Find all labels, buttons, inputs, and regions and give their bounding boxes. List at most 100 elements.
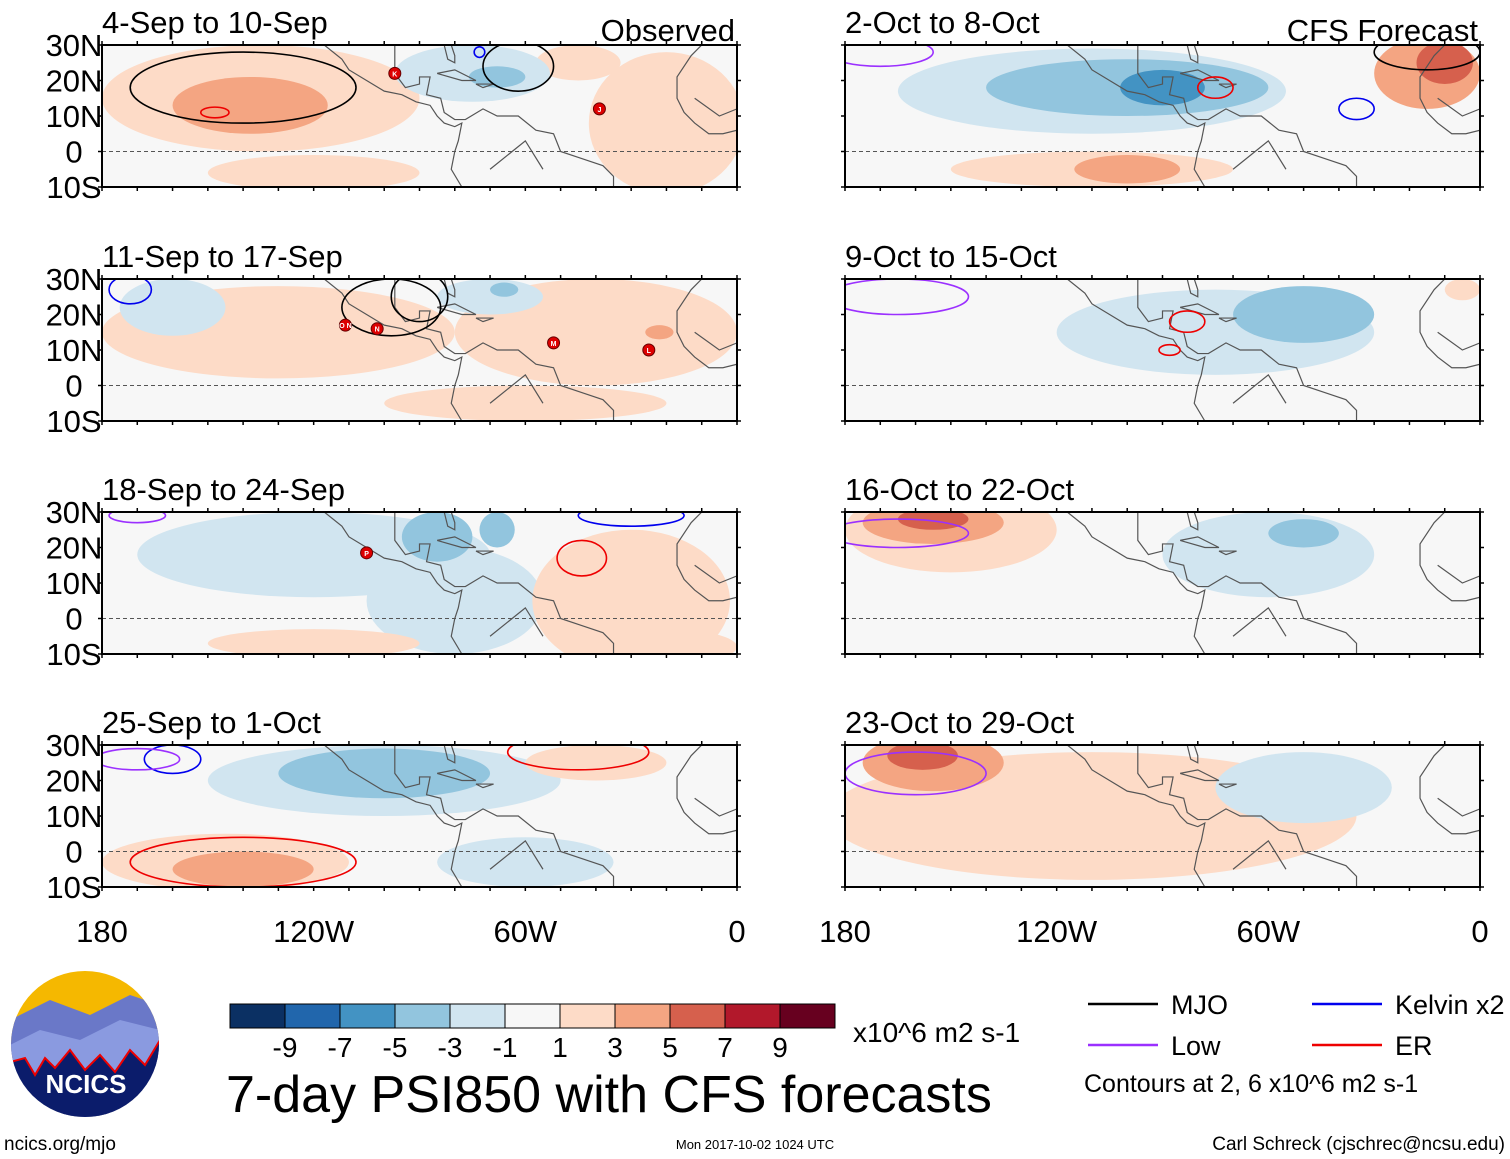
contour-mjo [390, 279, 449, 323]
contour-mjo [129, 51, 357, 124]
coastline [1218, 317, 1237, 323]
coastline [1419, 45, 1480, 135]
tropical-cyclone-icon: J [592, 102, 606, 116]
panel-content [845, 512, 1480, 654]
anomaly-shading [532, 529, 730, 654]
colorbar-label: 1 [552, 1032, 568, 1063]
cyclone-symbol [338, 318, 352, 332]
coastline [489, 606, 544, 637]
anomaly-shading [588, 52, 737, 187]
coastline [1066, 45, 1206, 187]
storm-name: J [597, 107, 601, 114]
storm-name: N [375, 327, 380, 334]
y-tick-label: 0 [65, 135, 82, 170]
coastline [489, 373, 544, 404]
contour-low [845, 518, 970, 549]
colorbar-label: 7 [717, 1032, 733, 1063]
contour-er [199, 106, 230, 119]
panel-content [102, 745, 737, 887]
coastline [1137, 745, 1358, 887]
coastline [394, 512, 615, 654]
y-tick-label: 10N [46, 566, 103, 601]
coastline [323, 512, 463, 654]
colorbar-label: 5 [662, 1032, 678, 1063]
anomaly-shading [1120, 69, 1205, 106]
legend-label: MJO [1171, 990, 1228, 1020]
colorbar-swatch [614, 1003, 671, 1029]
panel-content: P [102, 512, 737, 654]
storm-name: O N [339, 323, 351, 330]
contour-kelvin [1338, 97, 1375, 121]
storm-name: K [392, 71, 397, 78]
coastline [323, 279, 463, 421]
y-tick-label: 0 [65, 835, 82, 870]
storm-name: M [551, 341, 557, 348]
panel-title: 2-Oct to 8-Oct [845, 5, 1040, 40]
colorbar-swatch [339, 1003, 396, 1029]
coastline [394, 45, 615, 187]
panel-content: KJ [102, 45, 737, 187]
contour-kelvin [108, 279, 153, 305]
coastline [694, 331, 737, 351]
footer-url: ncics.org/mjo [4, 1134, 116, 1155]
coastline [1186, 745, 1199, 764]
y-tick-label: 20N [46, 64, 103, 99]
coastline [1437, 564, 1480, 584]
coastline [676, 45, 737, 135]
colorbar-swatch [284, 1003, 341, 1029]
panel-content: O N N M L [102, 279, 737, 421]
colorbar-label: -3 [438, 1032, 463, 1063]
coastline [1179, 769, 1220, 782]
anomaly-shading [645, 325, 674, 340]
x-tick-label: 180 [819, 914, 871, 949]
contour-mjo [482, 45, 555, 92]
coastline [323, 45, 463, 187]
panel-title: 18-Sep to 24-Sep [102, 472, 345, 507]
cyclone-symbol [642, 343, 656, 357]
cyclone-symbol [592, 102, 606, 116]
coastline [436, 536, 477, 549]
coastline [1179, 69, 1220, 82]
panel-content [845, 45, 1480, 187]
logo-art [11, 971, 159, 1117]
y-tick-label: 30N [46, 728, 103, 763]
panel-title: 23-Oct to 29-Oct [845, 705, 1075, 740]
coastline [475, 550, 494, 556]
coastline [694, 564, 737, 584]
tropical-cyclone-icon: P [360, 546, 374, 560]
contour-mjo [1373, 45, 1480, 71]
tropical-cyclone-icon: M [547, 336, 561, 350]
y-tick-label: 10N [46, 99, 103, 134]
anomaly-shading [595, 629, 737, 654]
coastline [436, 69, 477, 82]
storm-name: P [364, 551, 369, 558]
coastline [1066, 745, 1206, 887]
coastline [1232, 606, 1287, 637]
colorbar-swatch [559, 1003, 616, 1029]
coastline [1137, 279, 1358, 421]
contour-er [1158, 343, 1181, 357]
contour-note: Contours at 2, 6 x10^6 m2 s-1 [1084, 1070, 1418, 1098]
map-panel-5: 2-Oct to 8-Oct CFS Forecast [841, 5, 1484, 191]
panel-title: 11-Sep to 17-Sep [102, 239, 343, 274]
coastline [1437, 97, 1480, 117]
contour-er [506, 745, 650, 771]
panel-title: 9-Oct to 15-Oct [845, 239, 1057, 274]
colorbar-swatch [724, 1003, 781, 1029]
y-tick-label: 0 [65, 369, 82, 404]
coastline [1137, 45, 1358, 187]
x-tick-label: 0 [1471, 914, 1488, 949]
cyclone-symbol [547, 336, 561, 350]
anomaly-shading [384, 385, 667, 421]
y-tick-label: 10S [46, 870, 101, 905]
colorbar-label: -9 [273, 1032, 298, 1063]
anomaly-shading [1416, 45, 1473, 85]
map-panel-6: 9-Oct to 15-Oct [841, 239, 1484, 425]
y-tick-label: 30N [46, 495, 103, 530]
legend-label: Low [1171, 1031, 1221, 1061]
anomaly-shading [172, 851, 314, 887]
coastline [394, 279, 615, 421]
